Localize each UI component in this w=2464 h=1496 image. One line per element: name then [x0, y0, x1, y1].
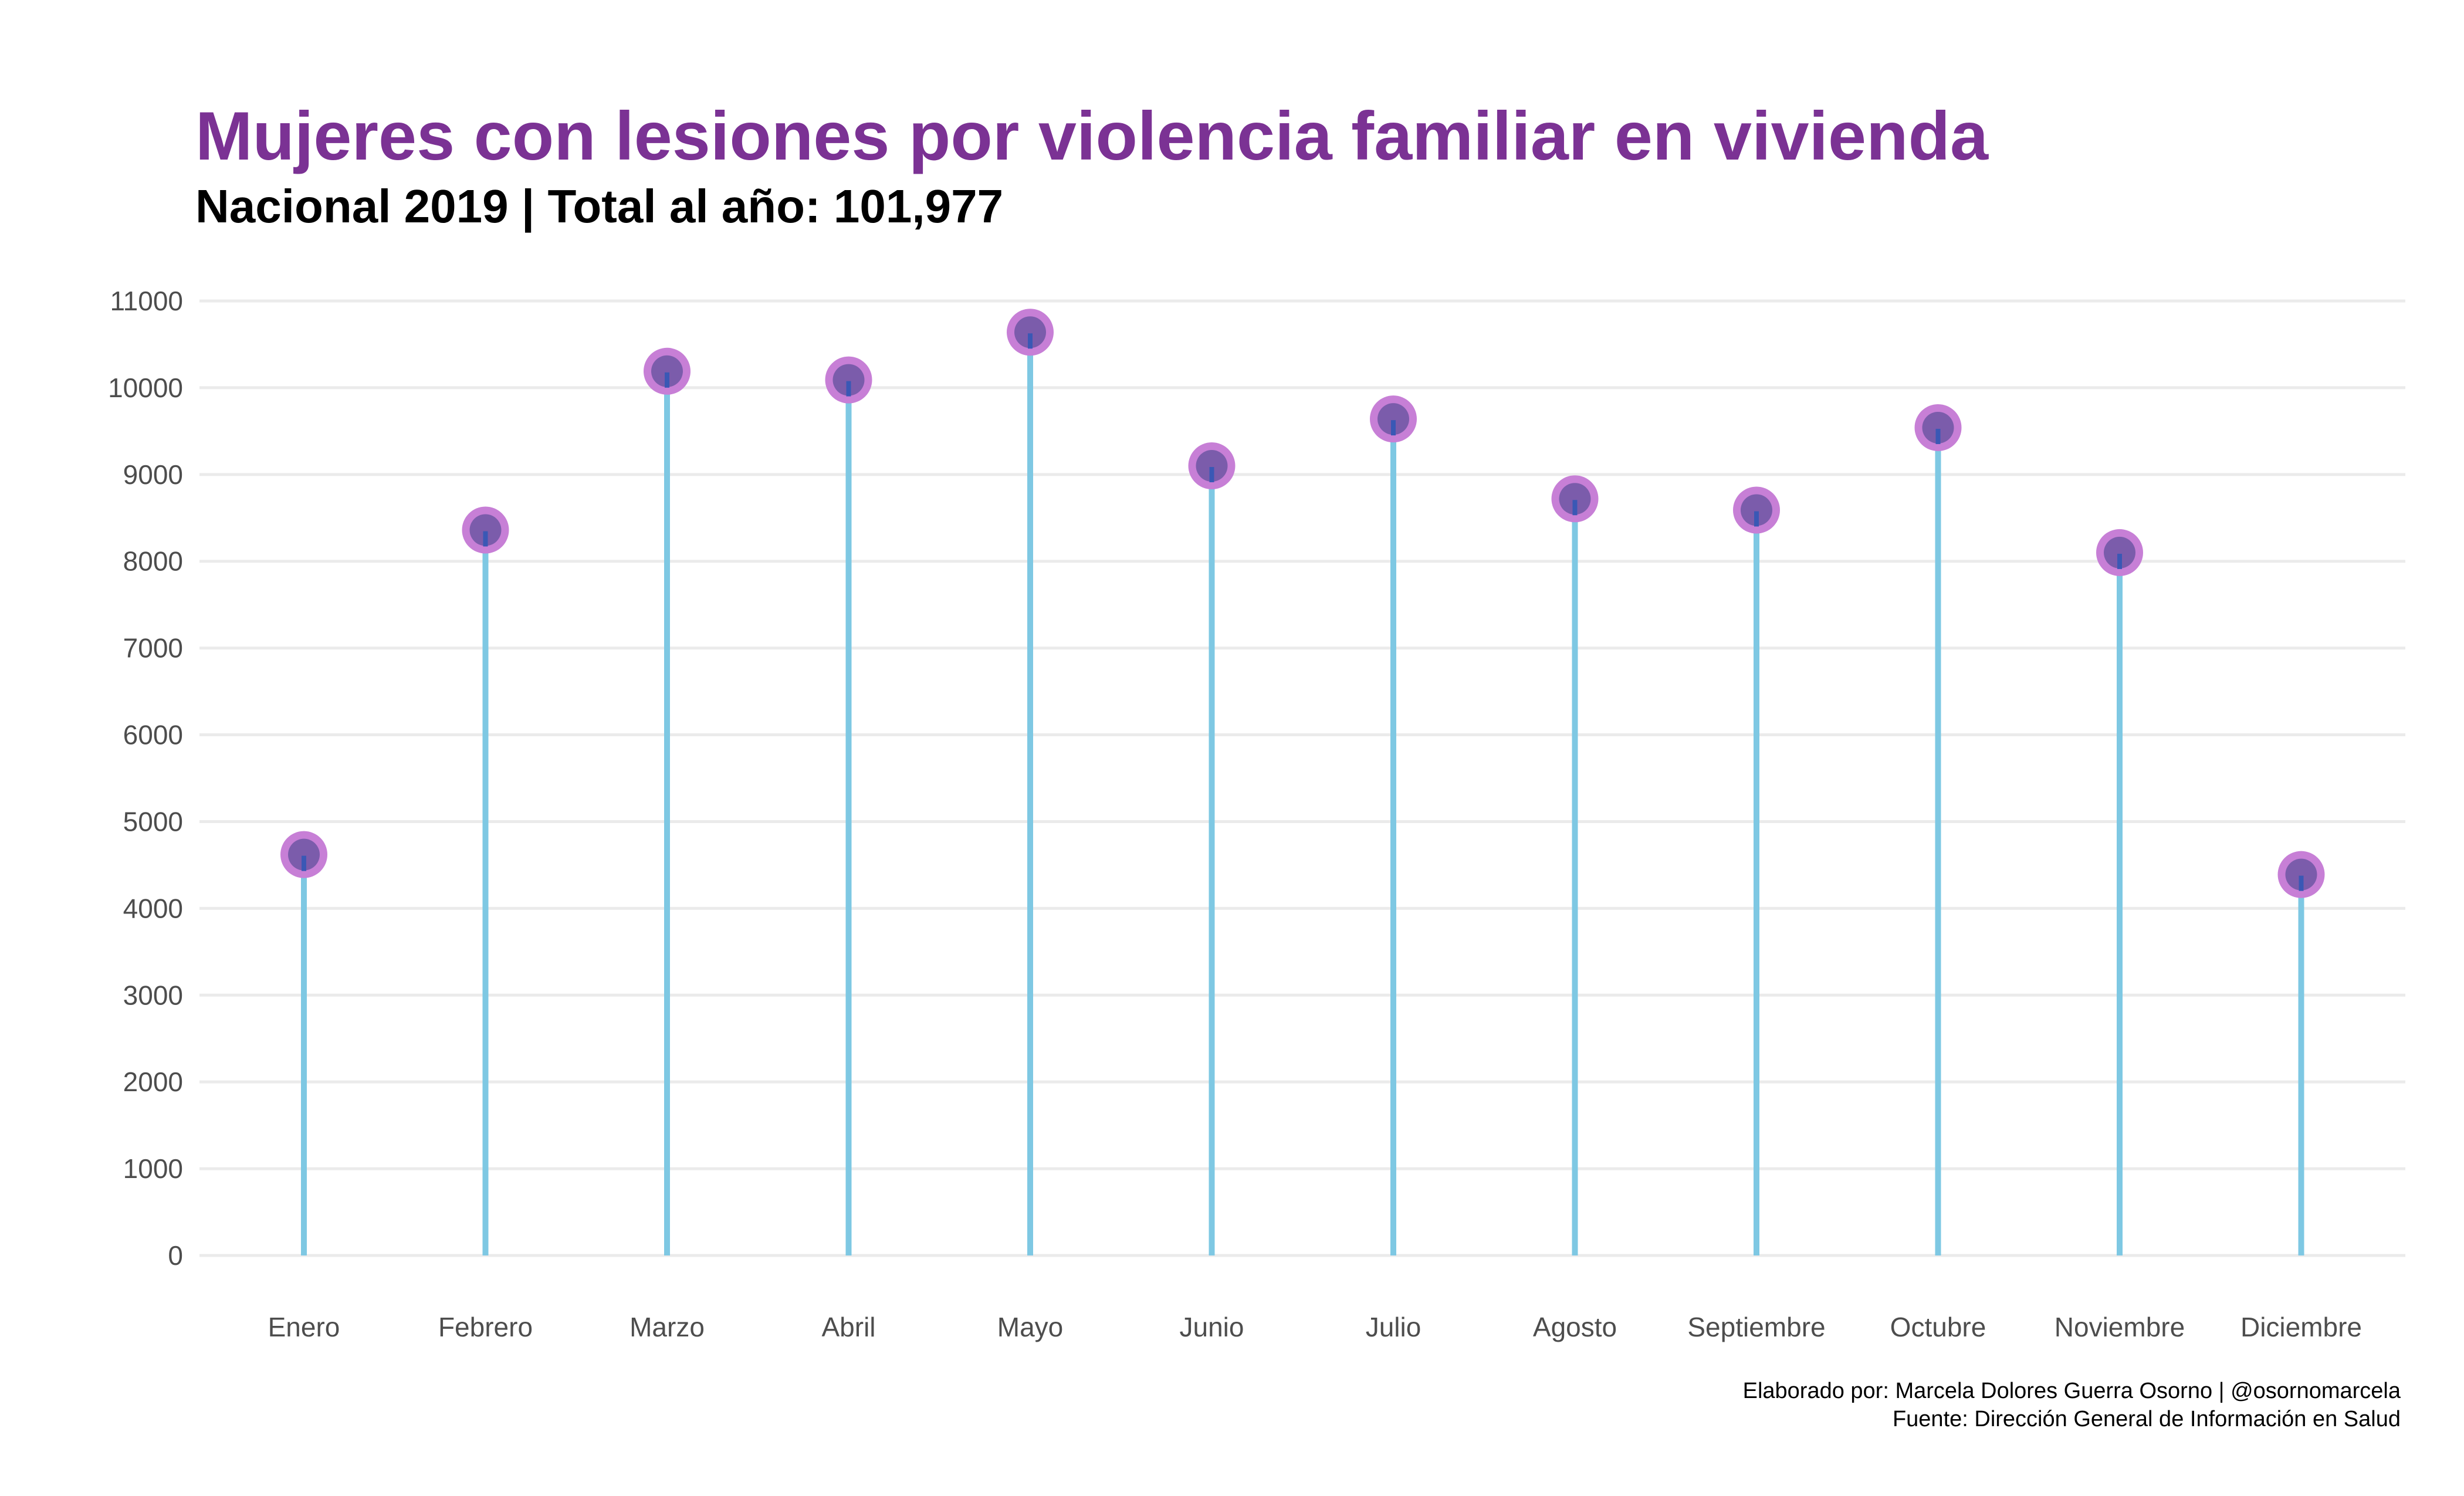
point-core-julio	[1377, 403, 1409, 435]
y-tick-label-8000: 8000	[123, 546, 183, 577]
y-tick-label-3000: 3000	[123, 980, 183, 1010]
x-tick-label-mayo: Mayo	[997, 1312, 1063, 1342]
point-core-mayo	[1014, 316, 1046, 348]
chart-caption: Elaborado por: Marcela Dolores Guerra Os…	[1743, 1377, 2401, 1433]
point-core-marzo	[651, 355, 683, 387]
chart-title: Mujeres con lesiones por violencia famil…	[195, 97, 1989, 174]
point-abril	[825, 356, 872, 404]
y-tick-label-0: 0	[168, 1240, 183, 1271]
point-core-enero	[288, 838, 320, 871]
y-tick-label-11000: 11000	[110, 286, 183, 316]
point-agosto	[1551, 475, 1599, 523]
y-tick-label-9000: 9000	[123, 459, 183, 490]
x-tick-label-abril: Abril	[821, 1312, 875, 1342]
x-tick-label-julio: Julio	[1366, 1312, 1421, 1342]
point-noviembre	[2096, 529, 2143, 576]
lollipop-points	[280, 309, 2325, 898]
y-tick-label-4000: 4000	[123, 893, 183, 923]
y-tick-label-5000: 5000	[123, 806, 183, 837]
point-core-junio	[1196, 450, 1228, 482]
point-febrero	[462, 506, 509, 554]
point-core-febrero	[469, 514, 502, 546]
y-tick-label-1000: 1000	[123, 1153, 183, 1184]
y-gridlines	[199, 299, 2405, 1257]
point-core-septiembre	[1741, 494, 1772, 526]
point-core-abril	[832, 364, 865, 396]
x-axis-tick-labels: Enero Febrero Marzo Abril Mayo Junio Julio Agos…	[268, 1312, 2362, 1342]
point-marzo	[644, 347, 691, 395]
x-tick-label-diciembre: Diciembre	[2240, 1312, 2362, 1342]
x-tick-label-febrero: Febrero	[438, 1312, 533, 1342]
x-tick-label-noviembre: Noviembre	[2055, 1312, 2185, 1342]
point-septiembre	[1733, 486, 1780, 534]
lollipop-stems	[301, 332, 2304, 1255]
x-tick-label-octubre: Octubre	[1890, 1312, 1986, 1342]
caption-author: Elaborado por: Marcela Dolores Guerra Os…	[1742, 1379, 2401, 1403]
chart-subtitle: Nacional 2019 | Total al año: 101,977	[195, 180, 1004, 232]
point-core-diciembre	[2285, 858, 2317, 891]
point-core-noviembre	[2104, 536, 2135, 568]
point-enero	[280, 831, 327, 878]
point-mayo	[1007, 309, 1054, 356]
y-tick-label-10000: 10000	[108, 373, 183, 403]
x-tick-label-agosto: Agosto	[1533, 1312, 1617, 1342]
point-julio	[1370, 395, 1417, 443]
x-tick-label-enero: Enero	[268, 1312, 340, 1342]
x-tick-label-marzo: Marzo	[629, 1312, 705, 1342]
point-core-agosto	[1559, 483, 1591, 515]
y-tick-label-6000: 6000	[123, 720, 183, 750]
point-core-octubre	[1922, 411, 1954, 444]
x-tick-label-junio: Junio	[1180, 1312, 1244, 1342]
y-axis-tick-labels: 0 1000 2000 3000 4000 5000 6000 7000 8000 9000 100…	[108, 286, 183, 1271]
point-diciembre	[2277, 851, 2325, 898]
y-tick-label-7000: 7000	[123, 633, 183, 664]
point-octubre	[1914, 404, 1962, 451]
x-tick-label-septiembre: Septiembre	[1687, 1312, 1825, 1342]
caption-source: Fuente: Dirección General de Información…	[1892, 1406, 2401, 1431]
y-tick-label-2000: 2000	[123, 1067, 183, 1097]
point-junio	[1188, 442, 1236, 490]
